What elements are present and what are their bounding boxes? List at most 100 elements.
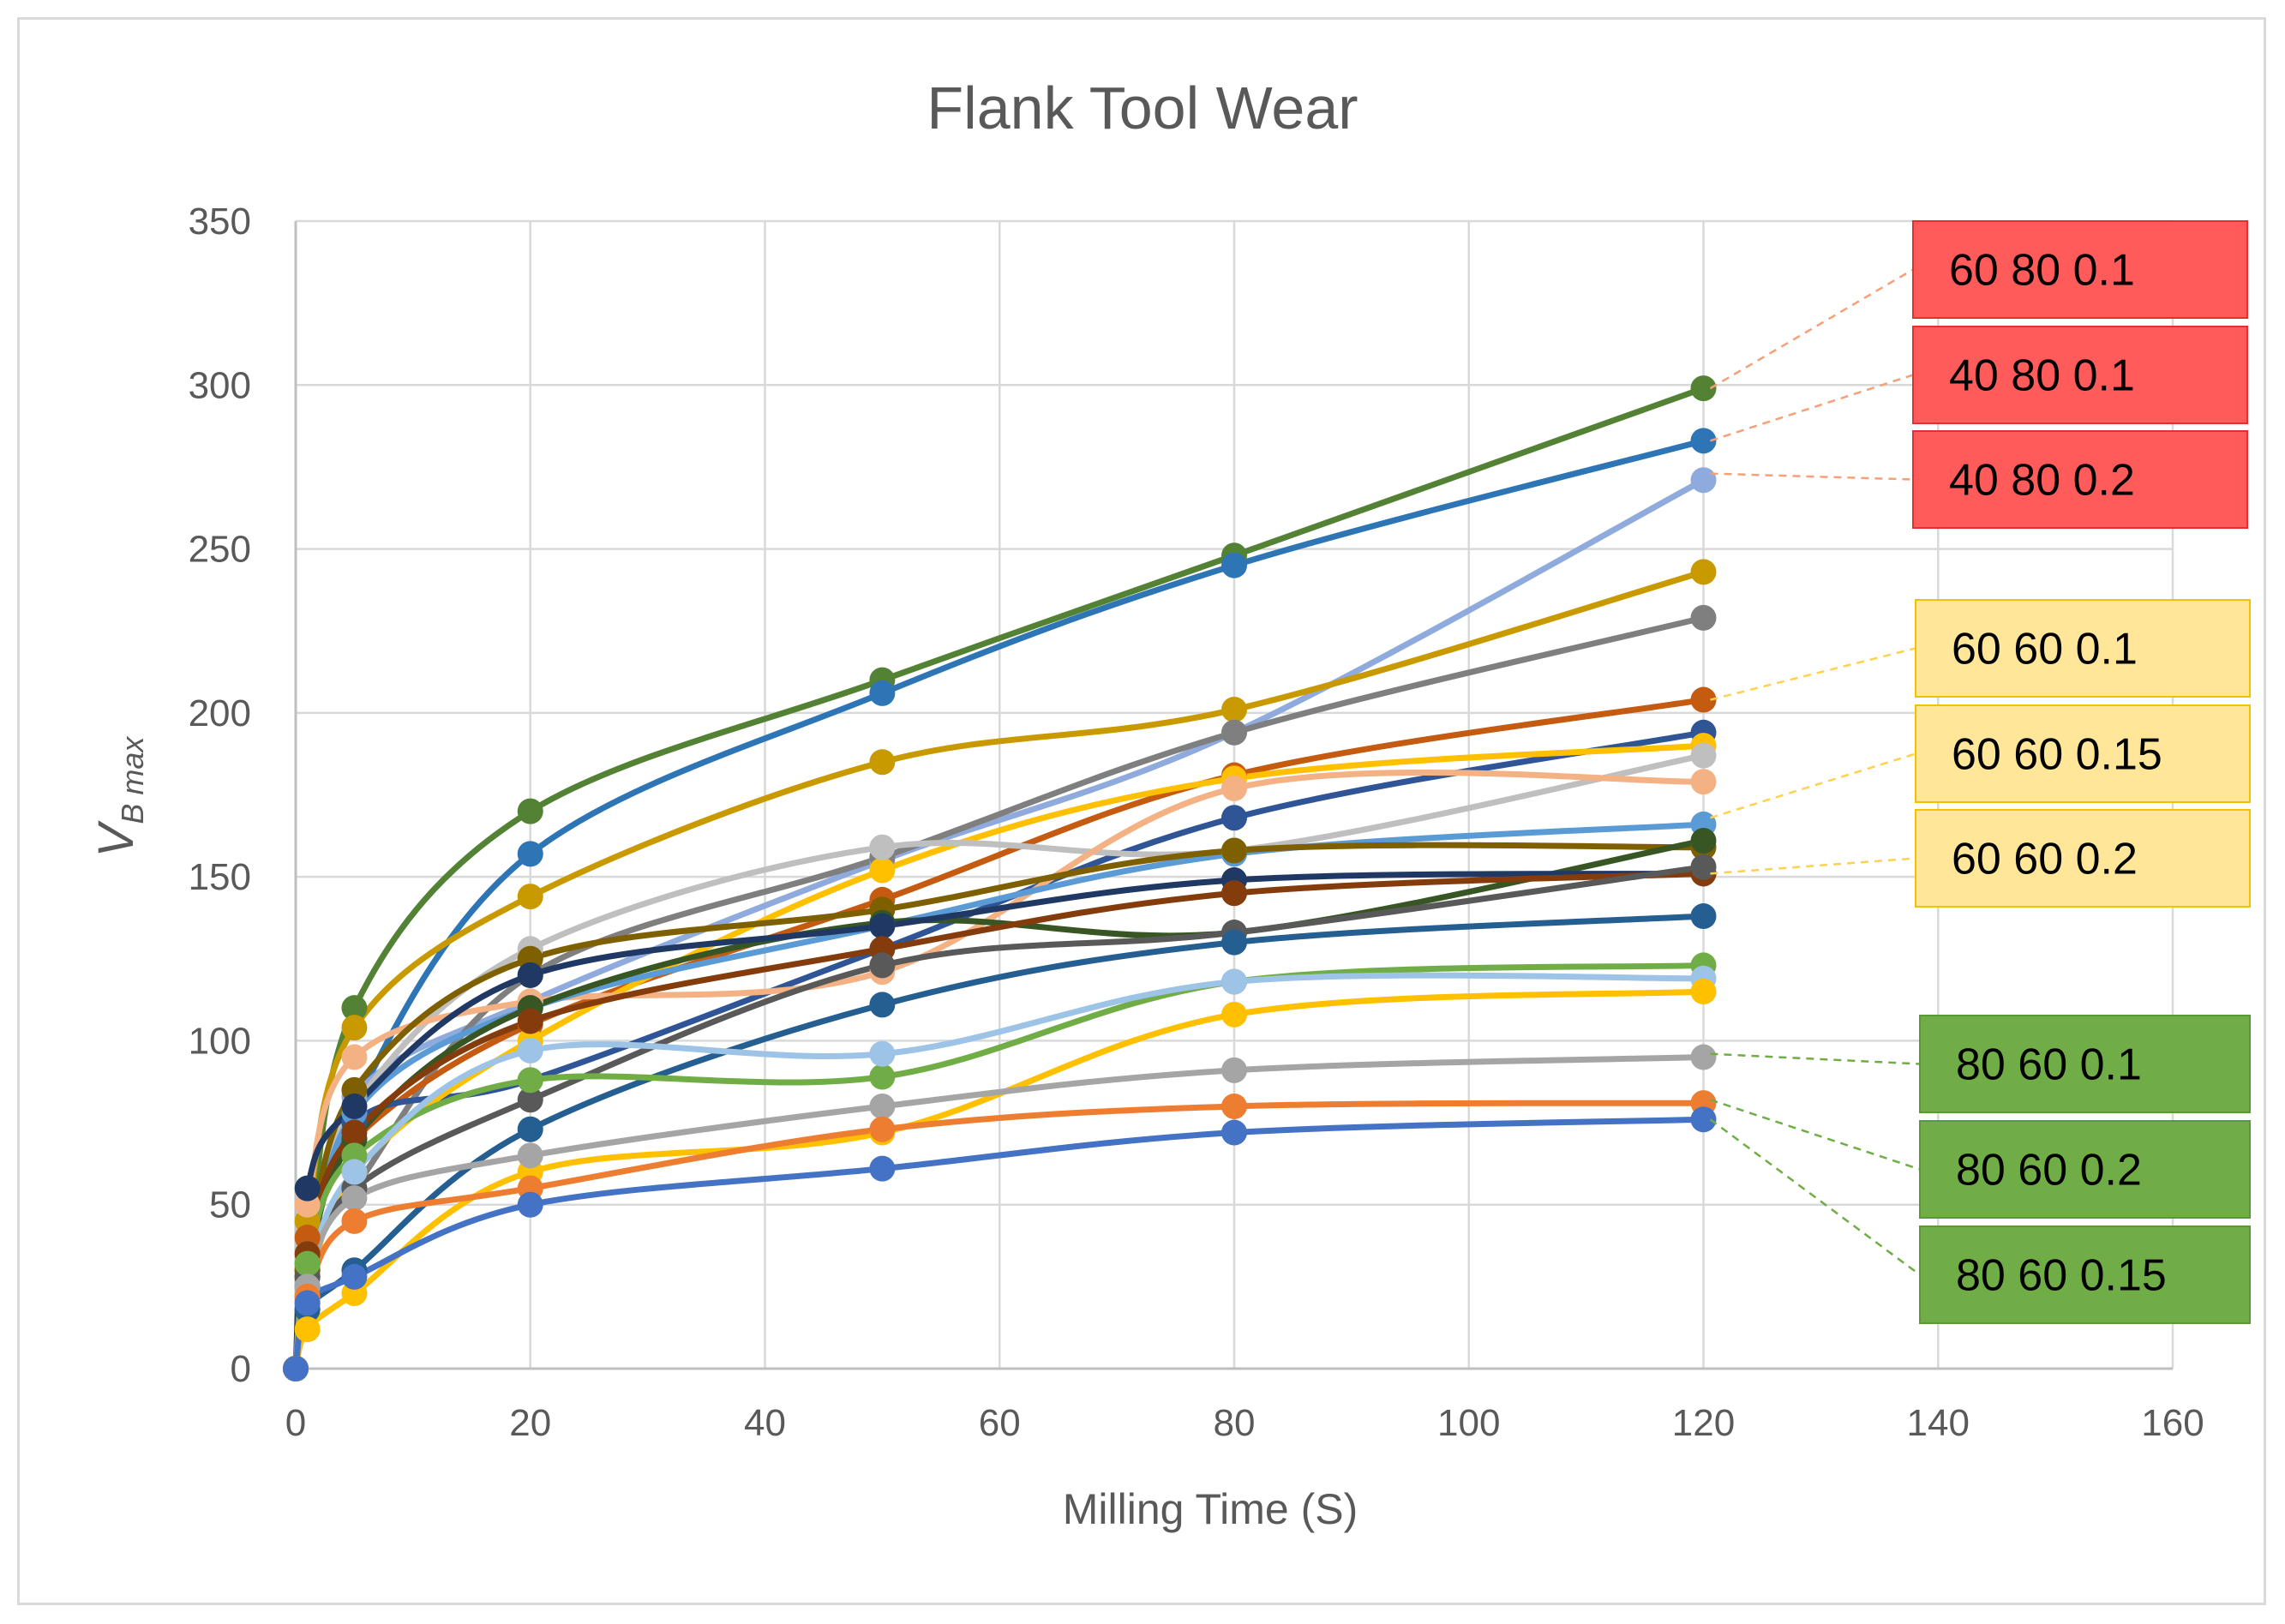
callout-label: 60 80 0.1 — [1949, 246, 2135, 296]
data-point-s20 — [1690, 979, 1717, 1005]
data-point-s14 — [341, 1093, 368, 1119]
series-line-s21 — [292, 1054, 1706, 1372]
data-point-s23 — [283, 1356, 309, 1381]
data-point-s9 — [1690, 742, 1717, 769]
data-point-s21 — [1690, 1044, 1717, 1070]
callout-leader-line — [1710, 857, 1916, 875]
data-point-s23 — [517, 1191, 543, 1218]
data-point-s21 — [517, 1142, 543, 1169]
data-point-s15 — [341, 1119, 368, 1146]
data-point-s1 — [517, 798, 543, 824]
series-line-s19 — [292, 972, 1706, 1372]
series-line-s14 — [292, 870, 1706, 1372]
y-tick-label: 0 — [231, 1348, 251, 1390]
data-point-s5 — [1690, 604, 1717, 631]
y-axis-title-main: V — [88, 819, 144, 857]
data-point-s1 — [1690, 375, 1717, 402]
callout-label: 80 60 0.2 — [1956, 1146, 2142, 1196]
y-tick-label: 350 — [189, 201, 251, 243]
x-tick-label: 100 — [1437, 1402, 1500, 1444]
chart-title: Flank Tool Wear — [927, 75, 1358, 141]
data-point-s17 — [1690, 903, 1717, 930]
x-tick-label: 140 — [1907, 1402, 1970, 1444]
series-line-s1 — [292, 385, 1706, 1372]
callout-leader-line — [1710, 1099, 1921, 1171]
data-point-s23 — [1690, 1106, 1717, 1133]
data-point-s20 — [1221, 1001, 1247, 1028]
data-point-s19 — [341, 1159, 368, 1185]
data-point-s21 — [869, 1093, 896, 1119]
data-point-s15 — [517, 1008, 543, 1034]
data-point-s13 — [1690, 828, 1717, 854]
callout-label: 60 60 0.1 — [1952, 625, 2138, 674]
data-point-s23 — [869, 1155, 896, 1182]
data-point-s18 — [294, 1250, 321, 1277]
data-point-s1 — [341, 995, 368, 1022]
data-point-s15 — [1221, 880, 1247, 907]
data-point-s23 — [341, 1263, 368, 1290]
data-point-s18 — [517, 1067, 543, 1094]
callout-box — [1912, 220, 2248, 319]
series-lines — [292, 385, 1706, 1372]
data-point-s10 — [1690, 769, 1717, 795]
data-point-s14 — [517, 962, 543, 988]
data-point-s20 — [294, 1316, 321, 1343]
data-point-s4 — [517, 884, 543, 910]
callout-box — [1915, 809, 2251, 908]
data-point-s2 — [869, 680, 896, 706]
data-point-s16 — [1690, 854, 1717, 880]
data-point-s18 — [869, 1064, 896, 1090]
callout-box — [1915, 704, 2251, 803]
data-point-s16 — [517, 1087, 543, 1113]
data-point-s2 — [1221, 552, 1247, 578]
x-tick-label: 120 — [1672, 1402, 1735, 1444]
data-point-s21 — [1221, 1057, 1247, 1083]
data-point-s22 — [1221, 1093, 1247, 1119]
callout-label: 60 60 0.15 — [1952, 730, 2162, 780]
data-point-s4 — [1690, 559, 1717, 585]
callout-label: 80 60 0.15 — [1956, 1251, 2167, 1301]
callout-box — [1919, 1225, 2251, 1324]
data-point-s23 — [1221, 1119, 1247, 1146]
callout-label: 40 80 0.2 — [1949, 456, 2135, 506]
data-point-s5 — [1221, 719, 1247, 746]
data-point-s19 — [869, 1040, 896, 1067]
callout-box — [1912, 430, 2248, 529]
callout-label: 80 60 0.1 — [1956, 1040, 2142, 1090]
x-tick-label: 0 — [285, 1402, 306, 1444]
y-axis-title-subscript: B max — [115, 735, 150, 824]
data-point-s8 — [869, 857, 896, 884]
callout-leader-line — [1709, 1118, 1921, 1276]
data-point-s19 — [517, 1037, 543, 1064]
callout-box — [1919, 1015, 2251, 1113]
data-point-s14 — [869, 913, 896, 939]
data-point-s12 — [1221, 837, 1247, 864]
data-point-s9 — [869, 834, 896, 860]
callout-leader-line — [1709, 268, 1914, 390]
series-markers — [283, 375, 1717, 1381]
y-tick-label: 250 — [189, 529, 251, 571]
y-tick-label: 100 — [189, 1020, 251, 1062]
callout-leader-line — [1710, 752, 1916, 819]
data-point-s23 — [294, 1290, 321, 1316]
x-tick-label: 60 — [979, 1402, 1021, 1444]
data-point-s16 — [869, 952, 896, 979]
series-line-s20 — [292, 988, 1706, 1372]
callout-box — [1919, 1120, 2251, 1219]
data-point-s17 — [869, 992, 896, 1018]
data-point-s2 — [1690, 428, 1717, 454]
data-point-s4 — [869, 749, 896, 776]
data-point-s17 — [1221, 929, 1247, 956]
data-point-s19 — [1221, 968, 1247, 995]
series-line-s23 — [292, 1116, 1706, 1372]
callout-label: 40 80 0.1 — [1949, 351, 2135, 401]
x-tick-label: 160 — [2141, 1402, 2204, 1444]
data-point-s10 — [341, 1044, 368, 1070]
callout-leader-line — [1710, 1052, 1921, 1065]
series-line-s22 — [292, 1100, 1706, 1372]
data-point-s4 — [341, 1015, 368, 1041]
y-tick-label: 200 — [189, 692, 251, 734]
y-tick-label: 50 — [209, 1184, 251, 1226]
callout-box — [1915, 599, 2251, 698]
